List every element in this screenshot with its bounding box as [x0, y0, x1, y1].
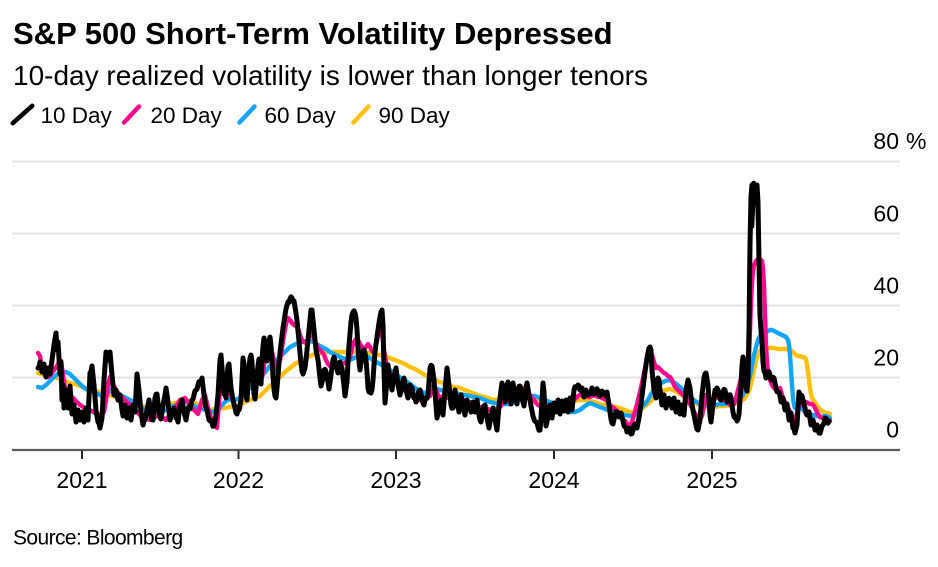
- svg-text:10-day realized volatility is: 10-day realized volatility is lower than…: [13, 60, 648, 91]
- svg-text:2023: 2023: [370, 467, 421, 493]
- svg-text:%: %: [906, 128, 926, 154]
- svg-text:2024: 2024: [528, 467, 579, 493]
- svg-text:80: 80: [873, 128, 899, 154]
- svg-text:60 Day: 60 Day: [265, 103, 337, 128]
- svg-text:2025: 2025: [686, 467, 737, 493]
- svg-text:40: 40: [873, 273, 899, 299]
- svg-text:20 Day: 20 Day: [151, 103, 223, 128]
- svg-text:90 Day: 90 Day: [379, 103, 451, 128]
- svg-text:S&P 500 Short-Term Volatility: S&P 500 Short-Term Volatility Depressed: [13, 16, 613, 51]
- svg-text:20: 20: [873, 345, 899, 371]
- svg-text:10 Day: 10 Day: [41, 103, 113, 128]
- svg-text:60: 60: [873, 201, 899, 227]
- svg-text:2022: 2022: [213, 467, 264, 493]
- svg-text:Source: Bloomberg: Source: Bloomberg: [13, 527, 183, 550]
- svg-text:0: 0: [886, 417, 899, 443]
- svg-text:2021: 2021: [56, 467, 107, 493]
